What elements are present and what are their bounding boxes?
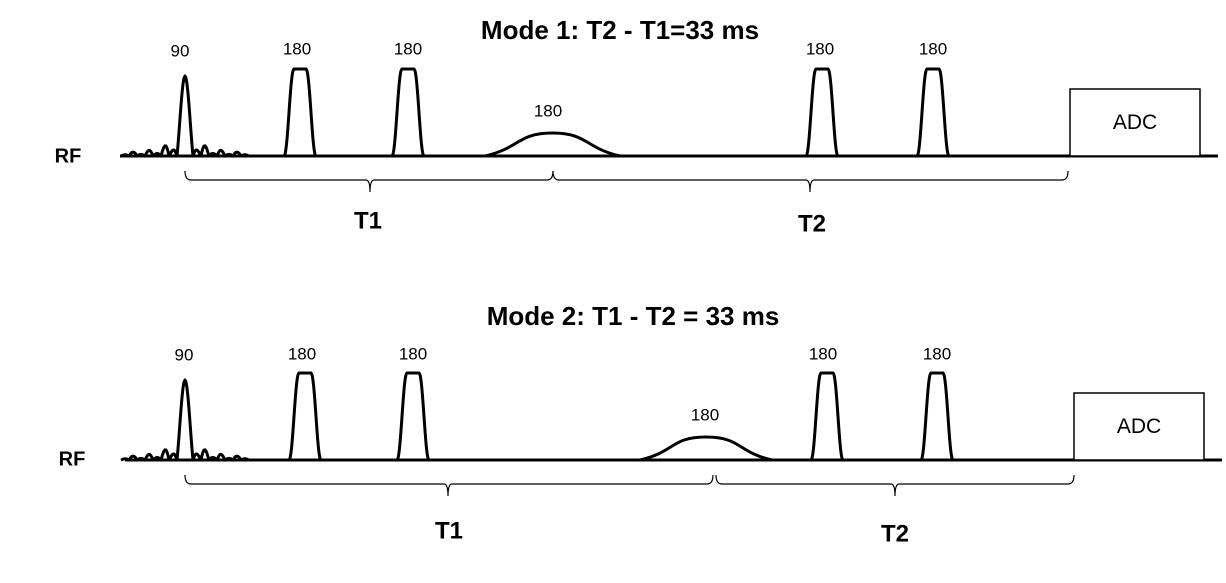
pulse-label: 180 <box>923 344 951 363</box>
panel-title: Mode 1: T2 - T1=33 ms <box>481 15 759 45</box>
adc-box <box>1069 88 1201 157</box>
pulse-label: 180 <box>283 39 311 58</box>
rf-pulse <box>484 131 621 158</box>
rf-pulse <box>919 371 955 462</box>
pulse-label: 180 <box>806 39 834 58</box>
interval-label: T1 <box>354 207 382 234</box>
rf-pulse <box>639 435 773 462</box>
adc-label: ADC <box>1117 415 1161 438</box>
pulse-label: 90 <box>171 41 190 60</box>
interval-brace <box>184 474 714 497</box>
interval-label: T2 <box>798 210 826 237</box>
rf-pulse <box>395 371 431 462</box>
pulse-label: 180 <box>399 344 427 363</box>
rf-pulse <box>282 67 318 158</box>
rf-pulse <box>120 74 250 158</box>
rf-pulse <box>120 378 250 462</box>
pulse-label: 180 <box>919 39 947 58</box>
panel-title: Mode 2: T1 - T2 = 33 ms <box>487 301 780 331</box>
interval-label: T1 <box>435 517 463 544</box>
rf-pulse <box>390 67 426 158</box>
rf-pulse <box>915 67 951 158</box>
interval-brace <box>715 474 1075 497</box>
adc-label: ADC <box>1113 111 1157 134</box>
axis-label: RF <box>55 145 82 167</box>
adc-box <box>1073 392 1205 461</box>
pulse-label: 180 <box>691 405 719 424</box>
interval-label: T2 <box>881 520 909 547</box>
rf-pulse <box>287 371 323 462</box>
pulse-label: 180 <box>534 101 562 120</box>
axis-label: RF <box>59 448 86 470</box>
pulse-label: 180 <box>394 39 422 58</box>
interval-brace <box>184 170 554 193</box>
pulse-label: 90 <box>175 345 194 364</box>
interval-brace <box>552 170 1069 193</box>
rf-pulse <box>809 371 845 462</box>
pulse-label: 180 <box>288 344 316 363</box>
pulse-label: 180 <box>809 344 837 363</box>
rf-pulse <box>804 67 840 158</box>
